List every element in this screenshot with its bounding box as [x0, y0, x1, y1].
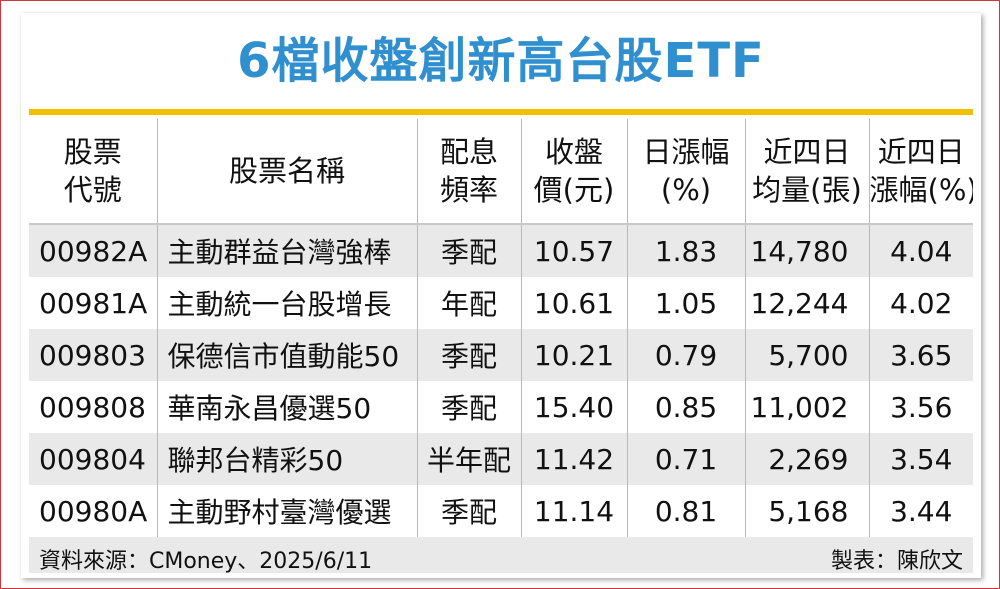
cell-daily: 0.85 — [626, 381, 745, 433]
cell-name: 聯邦台精彩50 — [156, 433, 417, 485]
header-avg-vol-line2: 均量(張) — [752, 173, 862, 207]
cell-change4: 4.04 — [868, 224, 973, 277]
header-avg-vol: 近四日 均量(張) — [744, 119, 869, 225]
cell-name: 華南永昌優選50 — [156, 381, 417, 433]
header-close-line2: 價(元) — [533, 173, 615, 207]
table-row: 009804 聯邦台精彩50 半年配 11.42 0.71 2,269 3.54 — [29, 433, 973, 485]
header-close-line1: 收盤 — [544, 135, 603, 169]
cell-freq: 季配 — [416, 329, 521, 381]
page-title: 6檔收盤創新高台股ETF — [237, 33, 765, 89]
table-row: 009803 保德信市值動能50 季配 10.21 0.79 5,700 3.6… — [29, 329, 973, 381]
header-daily-line1: 日漲幅 — [642, 135, 730, 169]
header-daily-line2: (%) — [660, 173, 712, 207]
etf-table: 股票 代號 股票名稱 配息 頻率 收盤 價(元) 日漲幅 — [29, 119, 973, 537]
cell-daily: 1.83 — [626, 224, 745, 277]
cell-avg-vol: 11,002 — [744, 381, 869, 433]
table-card: 6檔收盤創新高台股ETF 股票 代號 股票名稱 — [21, 13, 981, 578]
cell-avg-vol: 14,780 — [744, 224, 869, 277]
cell-code: 009803 — [29, 329, 157, 381]
cell-code: 00982A — [29, 224, 157, 277]
cell-close: 10.61 — [520, 277, 627, 329]
header-name-label: 股票名稱 — [228, 154, 345, 188]
header-change4-line1: 近四日 — [877, 135, 965, 169]
cell-avg-vol: 5,700 — [744, 329, 869, 381]
cell-avg-vol: 2,269 — [744, 433, 869, 485]
cell-freq: 季配 — [416, 485, 521, 537]
cell-change4: 3.65 — [868, 329, 973, 381]
source-note: 資料來源：CMoney、2025/6/11 — [39, 549, 373, 574]
cell-freq: 季配 — [416, 224, 521, 277]
header-change4: 近四日 漲幅(%) — [868, 119, 973, 225]
table-row: 00981A 主動統一台股增長 年配 10.61 1.05 12,244 4.0… — [29, 277, 973, 329]
cell-avg-vol: 12,244 — [744, 277, 869, 329]
cell-freq: 季配 — [416, 381, 521, 433]
header-freq-line1: 配息 — [439, 135, 498, 169]
header-freq-line2: 頻率 — [439, 173, 498, 207]
header-freq: 配息 頻率 — [416, 119, 521, 225]
header-code: 股票 代號 — [29, 119, 157, 225]
table-row: 009808 華南永昌優選50 季配 15.40 0.85 11,002 3.5… — [29, 381, 973, 433]
cell-name: 主動統一台股增長 — [156, 277, 417, 329]
cell-code: 009804 — [29, 433, 157, 485]
cell-name: 主動野村臺灣優選 — [156, 485, 417, 537]
cell-daily: 0.71 — [626, 433, 745, 485]
cell-code: 00981A — [29, 277, 157, 329]
cell-close: 11.14 — [520, 485, 627, 537]
header-row: 股票 代號 股票名稱 配息 頻率 收盤 價(元) 日漲幅 — [29, 119, 973, 225]
title-divider — [29, 109, 973, 115]
cell-close: 10.57 — [520, 224, 627, 277]
cell-close: 11.42 — [520, 433, 627, 485]
header-change4-line2: 漲幅(%) — [869, 173, 973, 207]
cell-name: 主動群益台灣強棒 — [156, 224, 417, 277]
cell-freq: 年配 — [416, 277, 521, 329]
cell-daily: 0.81 — [626, 485, 745, 537]
cell-change4: 4.02 — [868, 277, 973, 329]
cell-change4: 3.54 — [868, 433, 973, 485]
cell-close: 15.40 — [520, 381, 627, 433]
cell-daily: 1.05 — [626, 277, 745, 329]
header-daily: 日漲幅 (%) — [626, 119, 745, 225]
cell-daily: 0.79 — [626, 329, 745, 381]
table-row: 00982A 主動群益台灣強棒 季配 10.57 1.83 14,780 4.0… — [29, 224, 973, 277]
cell-avg-vol: 5,168 — [744, 485, 869, 537]
cell-close: 10.21 — [520, 329, 627, 381]
cell-name: 保德信市值動能50 — [156, 329, 417, 381]
header-code-line1: 股票 — [63, 135, 122, 169]
header-close: 收盤 價(元) — [520, 119, 627, 225]
header-code-line2: 代號 — [63, 173, 122, 207]
cell-change4: 3.44 — [868, 485, 973, 537]
cell-code: 009808 — [29, 381, 157, 433]
credit-note: 製表：陳欣文 — [830, 549, 963, 574]
cell-change4: 3.56 — [868, 381, 973, 433]
table-row: 00980A 主動野村臺灣優選 季配 11.14 0.81 5,168 3.44 — [29, 485, 973, 537]
header-name: 股票名稱 — [156, 119, 417, 225]
header-avg-vol-line1: 近四日 — [763, 135, 851, 169]
table-footer: 資料來源：CMoney、2025/6/11 製表：陳欣文 — [29, 537, 973, 574]
cell-freq: 半年配 — [416, 433, 521, 485]
cell-code: 00980A — [29, 485, 157, 537]
